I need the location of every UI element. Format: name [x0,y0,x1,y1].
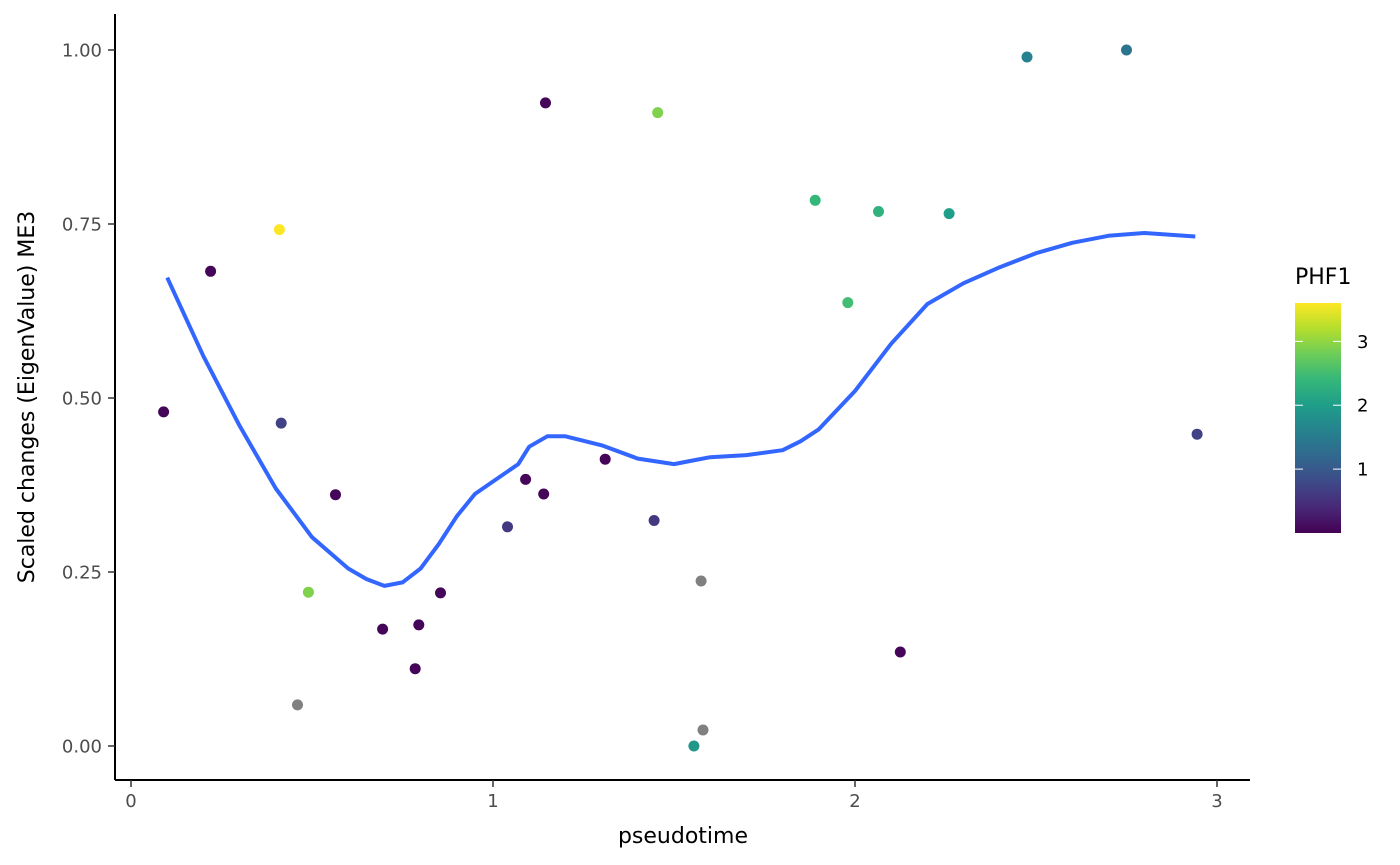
y-tick-label: 1.00 [62,41,102,62]
scatter-point [688,740,700,752]
legend-title: PHF1 [1295,265,1351,290]
x-tick-label: 0 [125,791,136,812]
scatter-point [648,515,660,526]
scatter-point [377,623,389,635]
scatter-point [273,224,285,236]
scatter-point [330,489,341,501]
scatter-point [1021,51,1033,63]
legend-label: 1 [1357,460,1368,481]
scatter-points [158,44,1203,752]
scatter-point [695,575,707,587]
scatter-point [158,406,170,418]
y-tick-label: 0.25 [62,563,102,584]
scatter-point [520,473,532,485]
scatter-point [502,521,513,533]
scatter-point [599,453,611,465]
scatter-point [1191,428,1203,440]
scatter-point [809,194,821,206]
y-tick-label: 0.50 [62,389,102,410]
scatter-point [435,587,446,599]
x-tick-label: 3 [1211,791,1222,812]
scatter-point [943,208,955,220]
x-tick-label: 1 [487,791,498,812]
scatter-point [1121,44,1132,56]
scatter-point [413,619,425,631]
scatter-point [697,724,709,736]
y-axis-title: Scaled changes (EigenValue) ME3 [15,211,40,583]
legend-label: 2 [1357,396,1368,417]
color-legend: PHF1 1 2 3 [1295,265,1368,533]
y-tick-label: 0.75 [62,215,102,236]
scatter-point [842,297,854,309]
scatter-point [894,646,906,658]
legend-label: 3 [1357,332,1368,353]
x-axis-title: pseudotime [618,824,748,849]
x-tick-label: 2 [849,791,860,812]
smooth-trend-line [165,231,1196,588]
scatter-point [292,699,303,711]
y-axis: 0.00 0.25 0.50 0.75 1.00 [62,14,116,780]
y-tick-label: 0.00 [62,737,102,758]
scatter-point [873,206,884,217]
smooth-line-layer [165,231,1196,588]
scatter-point [540,97,551,109]
scatter-point [275,417,287,429]
scatter-point [652,107,664,119]
legend-colorbar [1295,303,1341,533]
scatter-point [302,586,314,598]
x-axis: 0 1 2 3 [115,779,1250,812]
scatter-point [538,488,550,500]
scatter-point [409,663,421,675]
scatter-point [205,265,217,277]
